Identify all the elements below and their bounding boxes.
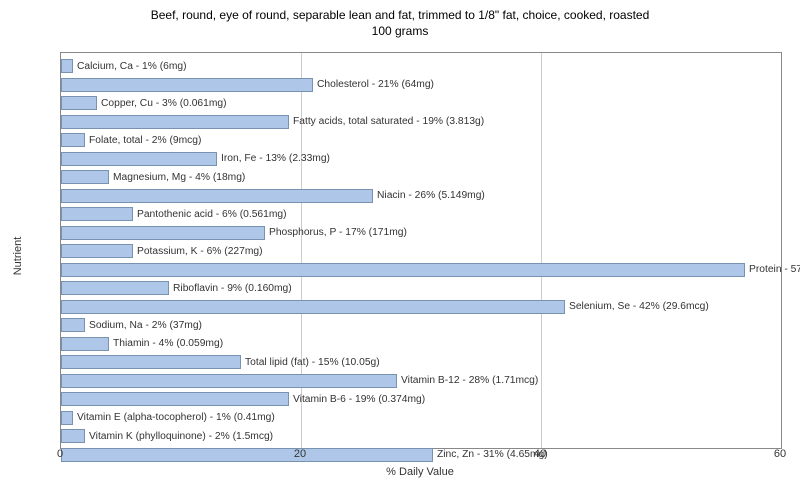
- nutrient-bar: [61, 300, 565, 314]
- bar-row: Niacin - 26% (5.149mg): [61, 189, 485, 203]
- bar-row: Phosphorus, P - 17% (171mg): [61, 226, 407, 240]
- nutrient-label: Vitamin E (alpha-tocopherol) - 1% (0.41m…: [77, 412, 275, 423]
- x-axis: % Daily Value 0204060: [60, 448, 780, 478]
- nutrient-bar: [61, 244, 133, 258]
- nutrient-chart: Beef, round, eye of round, separable lea…: [0, 0, 800, 500]
- bar-row: Folate, total - 2% (9mcg): [61, 133, 201, 147]
- nutrient-bar: [61, 392, 289, 406]
- bar-row: Vitamin B-6 - 19% (0.374mg): [61, 392, 425, 406]
- nutrient-label: Riboflavin - 9% (0.160mg): [173, 283, 292, 294]
- nutrient-label: Cholesterol - 21% (64mg): [317, 79, 434, 90]
- nutrient-label: Pantothenic acid - 6% (0.561mg): [137, 209, 287, 220]
- gridline: [301, 53, 302, 448]
- nutrient-label: Fatty acids, total saturated - 19% (3.81…: [293, 116, 484, 127]
- nutrient-bar: [61, 78, 313, 92]
- bar-row: Vitamin K (phylloquinone) - 2% (1.5mcg): [61, 429, 273, 443]
- bar-row: Riboflavin - 9% (0.160mg): [61, 281, 292, 295]
- bar-row: Fatty acids, total saturated - 19% (3.81…: [61, 115, 484, 129]
- nutrient-bar: [61, 170, 109, 184]
- nutrient-bar: [61, 226, 265, 240]
- bar-row: Protein - 57% (28.48g): [61, 263, 800, 277]
- nutrient-label: Potassium, K - 6% (227mg): [137, 246, 263, 257]
- x-tick-label: 40: [534, 448, 546, 460]
- bar-row: Thiamin - 4% (0.059mg): [61, 337, 223, 351]
- nutrient-label: Calcium, Ca - 1% (6mg): [77, 61, 187, 72]
- nutrient-bar: [61, 318, 85, 332]
- nutrient-label: Vitamin B-12 - 28% (1.71mcg): [401, 375, 538, 386]
- bar-row: Vitamin B-12 - 28% (1.71mcg): [61, 374, 538, 388]
- title-line-2: 100 grams: [372, 24, 429, 38]
- bar-row: Cholesterol - 21% (64mg): [61, 78, 434, 92]
- chart-title: Beef, round, eye of round, separable lea…: [0, 0, 800, 39]
- nutrient-label: Magnesium, Mg - 4% (18mg): [113, 172, 245, 183]
- nutrient-bar: [61, 429, 85, 443]
- bar-row: Potassium, K - 6% (227mg): [61, 244, 263, 258]
- x-tick-label: 0: [57, 448, 63, 460]
- bar-row: Total lipid (fat) - 15% (10.05g): [61, 355, 380, 369]
- bar-row: Calcium, Ca - 1% (6mg): [61, 59, 187, 73]
- nutrient-bar: [61, 281, 169, 295]
- title-line-1: Beef, round, eye of round, separable lea…: [151, 8, 650, 22]
- bar-row: Iron, Fe - 13% (2.33mg): [61, 152, 330, 166]
- nutrient-bar: [61, 374, 397, 388]
- plot-area: Calcium, Ca - 1% (6mg) Cholesterol - 21% …: [60, 52, 782, 449]
- nutrient-bar: [61, 355, 241, 369]
- bar-row: Sodium, Na - 2% (37mg): [61, 318, 202, 332]
- bar-row: Selenium, Se - 42% (29.6mcg): [61, 300, 709, 314]
- nutrient-label: Selenium, Se - 42% (29.6mcg): [569, 301, 709, 312]
- nutrient-label: Protein - 57% (28.48g): [749, 264, 800, 275]
- nutrient-bar: [61, 152, 217, 166]
- nutrient-bar: [61, 133, 85, 147]
- nutrient-bar: [61, 337, 109, 351]
- nutrient-bar: [61, 207, 133, 221]
- nutrient-label: Vitamin B-6 - 19% (0.374mg): [293, 394, 425, 405]
- nutrient-bar: [61, 189, 373, 203]
- nutrient-label: Phosphorus, P - 17% (171mg): [269, 227, 407, 238]
- nutrient-bar: [61, 96, 97, 110]
- nutrient-label: Total lipid (fat) - 15% (10.05g): [245, 357, 380, 368]
- y-axis-label: Nutrient: [12, 237, 24, 276]
- nutrient-label: Folate, total - 2% (9mcg): [89, 135, 201, 146]
- nutrient-label: Sodium, Na - 2% (37mg): [89, 320, 202, 331]
- x-axis-label: % Daily Value: [386, 466, 454, 478]
- nutrient-bar: [61, 411, 73, 425]
- gridline: [541, 53, 542, 448]
- nutrient-label: Thiamin - 4% (0.059mg): [113, 338, 223, 349]
- nutrient-label: Copper, Cu - 3% (0.061mg): [101, 98, 227, 109]
- nutrient-bar: [61, 59, 73, 73]
- nutrient-bar: [61, 115, 289, 129]
- bar-row: Vitamin E (alpha-tocopherol) - 1% (0.41m…: [61, 411, 275, 425]
- bar-row: Pantothenic acid - 6% (0.561mg): [61, 207, 287, 221]
- bar-row: Magnesium, Mg - 4% (18mg): [61, 170, 245, 184]
- nutrient-bar: [61, 263, 745, 277]
- bar-row: Copper, Cu - 3% (0.061mg): [61, 96, 227, 110]
- x-tick-label: 20: [294, 448, 306, 460]
- x-tick-label: 60: [774, 448, 786, 460]
- nutrient-label: Niacin - 26% (5.149mg): [377, 190, 485, 201]
- nutrient-label: Iron, Fe - 13% (2.33mg): [221, 153, 330, 164]
- nutrient-label: Vitamin K (phylloquinone) - 2% (1.5mcg): [89, 431, 273, 442]
